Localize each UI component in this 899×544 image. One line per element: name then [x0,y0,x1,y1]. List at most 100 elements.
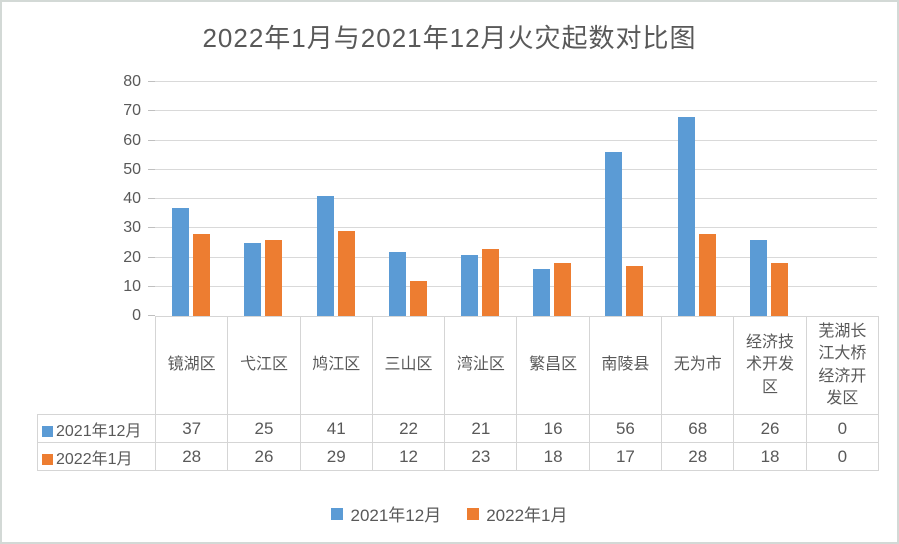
category-slot [227,82,299,316]
bar [244,242,262,316]
category-header-cell: 无为市 [661,316,735,415]
value-cell: 25 [227,414,301,443]
bar [554,263,572,316]
y-axis-tick [148,110,155,112]
series-key-cell: 2022年1月 [37,442,156,471]
category-header-cell: 芜湖长江大桥经济开发区 [805,316,880,415]
y-axis-label: 60 [123,131,141,149]
y-axis-tick [148,315,155,316]
gridline [155,139,877,141]
y-axis-tick [148,198,155,199]
y-axis-label: 40 [123,190,141,207]
category-slot [588,82,660,316]
gridline [155,198,877,199]
y-axis-label: 70 [123,102,141,120]
value-cell: 0 [805,442,880,471]
value-cell: 28 [661,442,735,471]
category-slot [372,82,444,316]
bar [172,207,190,316]
plot-area [155,81,877,316]
value-cell: 21 [444,414,518,443]
bar [698,234,716,316]
y-axis-tick [148,227,155,229]
legend: 2021年12月 2022年1月 [2,501,897,526]
y-axis-tick [148,168,155,170]
y-axis-tick [148,139,155,141]
category-slot [444,82,516,316]
chart-title: 2022年1月与2021年12月火灾起数对比图 [202,23,697,53]
bar [481,248,499,316]
y-axis-label: 0 [132,307,141,324]
value-cell: 18 [733,442,807,471]
category-header-cell: 弋江区 [227,316,301,415]
y-axis-label: 10 [123,277,141,295]
series-name: 2022年1月 [56,450,133,468]
gridline [155,168,877,170]
table-body: 2021年12月 37 25 41 22 21 16 56 68 26 0 2022年1月 28 26 29… [37,414,880,471]
value-cell: 26 [227,442,301,471]
legend-label-series2: 2022年1月 [486,506,568,525]
y-axis-tick [148,81,155,82]
y-axis-tick [148,285,155,287]
gridline [155,110,877,112]
legend-item-series1: 2021年12月 [331,501,441,526]
value-cell: 41 [299,414,373,443]
category-slot [733,82,805,316]
value-cell: 16 [516,414,590,443]
category-slot [516,82,588,316]
gridline [155,285,877,287]
bars-container [155,82,877,316]
series-key-cell: 2021年12月 [37,414,156,443]
table-corner-cell [38,317,156,415]
category-header-cell: 南陵县 [588,316,663,415]
series-color-swatch-icon [42,453,53,465]
value-cell: 17 [588,442,663,471]
gridline [155,256,877,258]
data-table: 镜湖区 弋江区 鸠江区 三山区 湾沚区 繁昌区 南陵县 无为市 经济技术开发区 芜湖长江大桥经济开… [37,316,880,471]
category-header-cell: 鸠江区 [299,316,373,415]
value-cell: 37 [154,414,229,443]
table-row: 2021年12月 37 25 41 22 21 16 56 68 26 0 [37,414,880,443]
y-axis: 0 10 20 30 40 50 60 70 80 [2,74,155,324]
bar [626,266,644,316]
bar [533,269,551,316]
bar [677,117,695,316]
value-cell: 18 [516,442,590,471]
bar [749,239,767,316]
value-cell: 23 [444,442,518,471]
bar [770,263,788,316]
y-axis-label: 30 [123,219,141,237]
bar [605,152,623,316]
y-axis-label: 50 [123,160,141,178]
bar [409,280,427,316]
table-row: 2022年1月 28 26 29 12 23 18 17 28 18 0 [37,442,880,471]
bar [388,251,406,316]
category-slot [299,82,371,316]
value-cell: 22 [371,414,446,443]
series-name: 2021年12月 [56,422,142,440]
gridline [155,81,877,82]
category-header-cell: 三山区 [371,316,446,415]
category-header-cell: 镜湖区 [154,316,229,415]
value-cell: 56 [588,414,663,443]
value-cell: 68 [661,414,735,443]
category-slot [805,82,877,316]
bar [316,196,334,316]
value-cell: 12 [371,442,446,471]
legend-label-series1: 2021年12月 [350,506,442,525]
series2-color-swatch-icon [467,507,480,520]
table-header-row: 镜湖区 弋江区 鸠江区 三山区 湾沚区 繁昌区 南陵县 无为市 经济技术开发区 芜湖长江大桥经济开… [38,316,880,415]
value-cell: 0 [805,414,880,443]
legend-item-series2: 2022年1月 [467,501,568,526]
y-axis-label: 80 [123,73,141,90]
category-header-cell: 繁昌区 [516,316,590,415]
category-slot [660,82,732,316]
category-header-cell: 经济技术开发区 [733,316,807,415]
series-color-swatch-icon [42,425,53,437]
y-axis-tick [148,256,155,258]
series1-color-swatch-icon [331,507,344,520]
gridline [155,227,877,229]
value-cell: 29 [299,442,373,471]
category-slot [155,82,227,316]
